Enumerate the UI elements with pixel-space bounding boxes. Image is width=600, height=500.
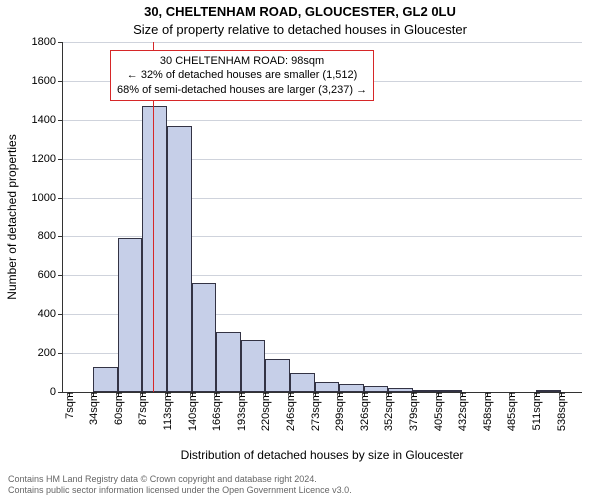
annotation-box: 30 CHELTENHAM ROAD: 98sqm ← 32% of detac… <box>110 50 374 101</box>
xtick-label: 193sqm <box>234 392 248 431</box>
y-axis-line <box>62 42 63 392</box>
ytick-label: 800 <box>38 230 62 242</box>
xtick-label: 87sqm <box>135 392 149 425</box>
ytick-label: 1200 <box>32 153 62 165</box>
histogram-bar <box>241 340 266 393</box>
xtick-label: 7sqm <box>62 392 76 419</box>
histogram-bar <box>192 283 217 392</box>
grid-line <box>62 198 582 199</box>
xtick-label: 273sqm <box>308 392 322 431</box>
footer-attribution: Contains HM Land Registry data © Crown c… <box>8 474 352 496</box>
ytick-label: 0 <box>50 386 62 398</box>
histogram-bar <box>265 359 290 392</box>
histogram-bar <box>315 382 340 392</box>
xtick-label: 379sqm <box>406 392 420 431</box>
histogram-bar <box>118 238 143 392</box>
ytick-label: 1600 <box>32 75 62 87</box>
xtick-label: 140sqm <box>185 392 199 431</box>
xtick-label: 326sqm <box>357 392 371 431</box>
grid-line <box>62 42 582 43</box>
ytick-label: 400 <box>38 308 62 320</box>
histogram-bar <box>290 373 315 392</box>
footer-line-1: Contains HM Land Registry data © Crown c… <box>8 474 352 485</box>
xtick-label: 246sqm <box>283 392 297 431</box>
xtick-label: 432sqm <box>455 392 469 431</box>
xtick-label: 34sqm <box>86 392 100 425</box>
xtick-label: 113sqm <box>160 392 174 430</box>
grid-line <box>62 120 582 121</box>
xtick-label: 458sqm <box>480 392 494 431</box>
xtick-label: 485sqm <box>504 392 518 431</box>
grid-line <box>62 159 582 160</box>
footer-line-2: Contains public sector information licen… <box>8 485 352 496</box>
xtick-label: 60sqm <box>111 392 125 425</box>
xtick-label: 352sqm <box>381 392 395 431</box>
ytick-label: 600 <box>38 269 62 281</box>
chart-title-address: 30, CHELTENHAM ROAD, GLOUCESTER, GL2 0LU <box>0 4 600 19</box>
ytick-label: 1800 <box>32 36 62 48</box>
chart-subtitle: Size of property relative to detached ho… <box>0 22 600 37</box>
x-axis-label: Distribution of detached houses by size … <box>62 448 582 462</box>
histogram-bar <box>216 332 241 392</box>
annotation-line-1: 30 CHELTENHAM ROAD: 98sqm <box>117 54 367 68</box>
ytick-label: 1400 <box>32 114 62 126</box>
histogram-bar <box>339 384 364 392</box>
xtick-label: 220sqm <box>258 392 272 431</box>
histogram-bar <box>167 126 192 392</box>
histogram-bar <box>93 367 118 392</box>
xtick-label: 405sqm <box>431 392 445 431</box>
annotation-line-3: 68% of semi-detached houses are larger (… <box>117 83 367 97</box>
xtick-label: 299sqm <box>332 392 346 431</box>
xtick-label: 538sqm <box>554 392 568 431</box>
ytick-label: 200 <box>38 347 62 359</box>
y-axis-label: Number of detached properties <box>5 134 19 299</box>
chart-container: 30, CHELTENHAM ROAD, GLOUCESTER, GL2 0LU… <box>0 0 600 500</box>
annotation-line-2: ← 32% of detached houses are smaller (1,… <box>117 68 367 82</box>
histogram-bar <box>142 106 167 392</box>
xtick-label: 511sqm <box>529 392 543 430</box>
xtick-label: 166sqm <box>209 392 223 431</box>
grid-line <box>62 236 582 237</box>
ytick-label: 1000 <box>32 192 62 204</box>
